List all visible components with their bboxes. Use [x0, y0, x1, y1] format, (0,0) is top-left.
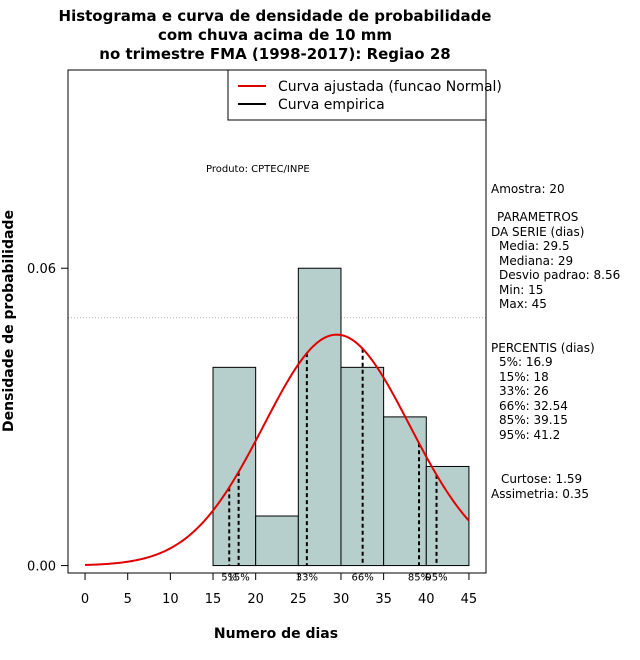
legend-label-normal: Curva ajustada (funcao Normal): [278, 79, 502, 95]
chart-title-line-3: no trimestre FMA (1998-2017): Regiao 28: [99, 45, 450, 63]
params-title-1: PARAMETROS: [497, 210, 578, 224]
x-tick-label: 20: [247, 592, 264, 607]
percentil-95: 95%: 41.2: [499, 428, 560, 442]
percentile-lines: [228, 348, 438, 566]
percentil-66: 66%: 32.54: [499, 399, 568, 413]
param-sd: Desvio padrao: 8.56: [499, 268, 620, 282]
x-tick-label: 30: [333, 592, 350, 607]
x-tick-label: 5: [124, 592, 132, 607]
y-tick-label: 0.00: [27, 560, 56, 575]
x-tick-label: 45: [461, 592, 478, 607]
product-note: Produto: CPTEC/INPE: [206, 164, 310, 175]
y-axis-label: Densidade de probabilidade: [1, 210, 17, 432]
param-mean: Media: 29.5: [499, 239, 570, 253]
percentis-title: PERCENTIS (dias): [491, 341, 595, 355]
legend-box: [227, 69, 487, 121]
y-axis: 0.00 0.06: [27, 262, 68, 575]
y-tick-label: 0.06: [27, 262, 56, 277]
percentile-label: 33%: [296, 573, 318, 584]
legend: Curva ajustada (funcao Normal) Curva emp…: [227, 69, 502, 121]
x-tick-label: 0: [81, 592, 89, 607]
params-title-2: DA SERIE (dias): [491, 225, 584, 239]
percentile-label: 5%: [221, 573, 237, 584]
histogram-bar: [340, 366, 385, 567]
histogram-bar: [297, 267, 342, 567]
percentile-label: 66%: [352, 573, 374, 584]
side-panel: Amostra: 20 PARAMETROS DA SERIE (dias) M…: [491, 182, 620, 501]
percentil-5: 5%: 16.9: [499, 355, 553, 369]
x-tick-label: 35: [375, 592, 392, 607]
x-tick-label: 10: [162, 592, 179, 607]
percentil-33: 33%: 26: [499, 384, 549, 398]
percentile-labels: 5%15% 33% 66% 85%95%: [221, 573, 447, 584]
legend-label-empirical: Curva empirica: [278, 97, 385, 113]
x-tick-label: 25: [290, 592, 307, 607]
percentile-label: 15%: [227, 573, 249, 584]
normal-curve-layer: [85, 333, 470, 566]
percentile-label: 95%: [425, 573, 447, 584]
histogram-bars: [212, 267, 470, 567]
assimetria: Assimetria: 0.35: [491, 487, 589, 501]
chart-title-line-1: Histograma e curva de densidade de proba…: [59, 7, 492, 25]
histogram-bar: [255, 515, 299, 567]
x-tick-label: 15: [205, 592, 222, 607]
param-max: Max: 45: [499, 297, 547, 311]
param-median: Mediana: 29: [499, 254, 573, 268]
histogram-bar: [425, 465, 470, 567]
x-axis-label: Numero de dias: [214, 626, 338, 642]
curtose: Curtose: 1.59: [501, 472, 582, 486]
param-min: Min: 15: [499, 283, 543, 297]
x-tick-label: 40: [418, 592, 435, 607]
sample-size: Amostra: 20: [491, 182, 565, 196]
percentil-15: 15%: 18: [499, 370, 549, 384]
percentile-label: 85%: [408, 573, 430, 584]
chart-title-line-2: com chuva acima de 10 mm: [158, 26, 392, 44]
normal-curve: [85, 333, 470, 566]
histogram-bar: [212, 366, 257, 567]
percentil-85: 85%: 39.15: [499, 413, 568, 427]
